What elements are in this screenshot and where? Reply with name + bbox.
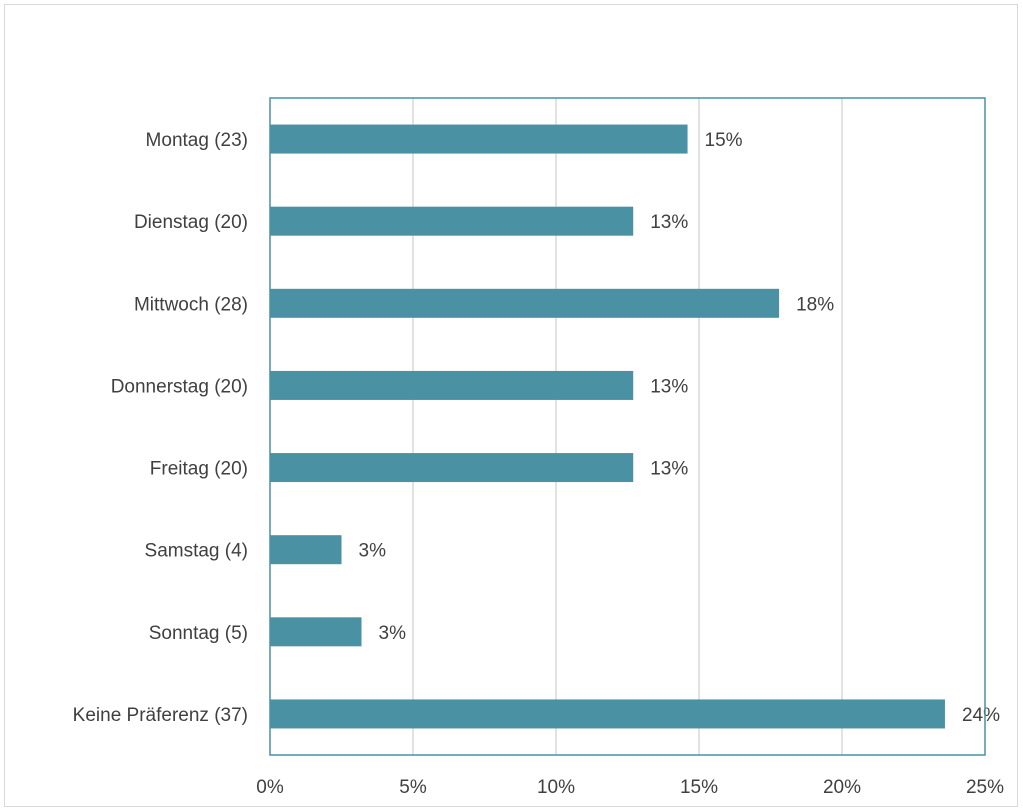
category-labels: Montag (23) Dienstag (20) Mittwoch (28) Don… (73, 130, 248, 726)
data-labels: 15% 13% 18% 13% 13% 3% 3% 24% (359, 130, 1001, 726)
bar (270, 370, 634, 400)
x-tick-label: 10% (537, 777, 575, 798)
bars (270, 124, 945, 729)
data-label: 3% (379, 623, 407, 644)
bar (270, 699, 945, 729)
data-label: 13% (650, 212, 688, 233)
category-label: Donnerstag (20) (111, 376, 248, 397)
category-label: Mittwoch (28) (134, 294, 248, 315)
category-label: Samstag (4) (145, 541, 248, 562)
x-tick-label: 0% (256, 777, 284, 798)
category-label: Sonntag (5) (149, 623, 248, 644)
category-label: Dienstag (20) (134, 212, 248, 233)
bar (270, 206, 634, 236)
x-axis-ticks: 0% 5% 10% 15% 20% 25% (256, 777, 1004, 798)
data-label: 13% (650, 376, 688, 397)
bar (270, 124, 688, 154)
x-tick-label: 20% (823, 777, 861, 798)
gridlines (412, 98, 843, 755)
data-label: 18% (796, 294, 834, 315)
bar (270, 535, 342, 565)
data-label: 24% (962, 705, 1000, 726)
data-label: 3% (359, 541, 387, 562)
x-tick-label: 15% (680, 777, 718, 798)
category-label: Montag (23) (146, 130, 248, 151)
plot-area-border (269, 97, 986, 756)
data-label: 13% (650, 459, 688, 480)
x-tick-label: 5% (399, 777, 427, 798)
bar (270, 617, 362, 647)
bar (270, 288, 780, 318)
data-label: 15% (705, 130, 743, 151)
category-label: Freitag (20) (150, 459, 248, 480)
bar (270, 453, 634, 483)
x-tick-label: 25% (966, 777, 1004, 798)
category-label: Keine Präferenz (37) (73, 705, 248, 726)
